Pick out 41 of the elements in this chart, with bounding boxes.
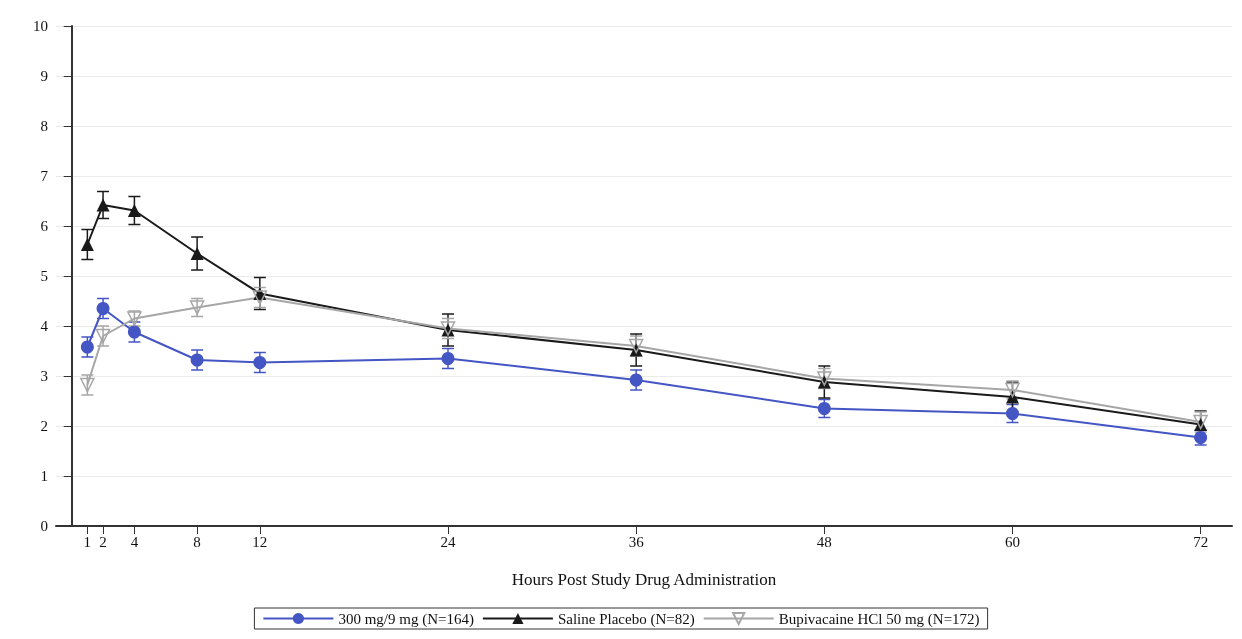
point (96, 302, 110, 315)
y-tick-label: 0 (40, 518, 48, 534)
point (817, 371, 832, 386)
point (80, 238, 94, 251)
y-tick-label: 10 (33, 18, 48, 34)
y-tick-label: 2 (40, 418, 48, 434)
point (1193, 414, 1208, 430)
x-tick-label: 48 (816, 533, 832, 550)
point (441, 352, 455, 365)
point (190, 353, 204, 367)
y-tick-label: 5 (40, 268, 48, 284)
legend-label: Bupivacaine HCl 50 mg (N=172) (778, 610, 980, 628)
point (80, 340, 94, 354)
x-tick-label: 72 (1193, 533, 1209, 550)
x-tick-label: 2 (99, 533, 107, 550)
x-axis-title: Hours Post Study Drug Administration (511, 570, 777, 589)
point (127, 204, 141, 217)
y-tick-label: 8 (40, 118, 48, 134)
x-tick-label: 4 (130, 533, 139, 550)
point (96, 198, 110, 212)
x-tick-label: 24 (440, 533, 456, 550)
x-tick-label: 60 (1004, 533, 1020, 550)
y-tick-label: 7 (40, 168, 49, 184)
point (629, 373, 643, 387)
legend-label: Saline Placebo (N=82) (557, 610, 695, 628)
point (817, 402, 831, 415)
y-tick-label: 3 (40, 368, 48, 384)
y-tick-label: 6 (40, 218, 49, 234)
y-tick-label: 1 (40, 468, 48, 484)
point (1005, 407, 1019, 420)
x-tick-label: 8 (193, 533, 201, 550)
x-tick-label: 12 (252, 533, 268, 550)
point (127, 325, 141, 339)
point (190, 247, 204, 260)
point (253, 356, 267, 369)
legend-label: 300 mg/9 mg (N=164) (338, 610, 474, 628)
x-tick-label: 1 (83, 533, 92, 550)
y-tick-label: 9 (40, 68, 48, 84)
y-tick-label: 4 (40, 318, 49, 334)
point (252, 290, 268, 305)
x-tick-label: 36 (628, 533, 645, 550)
